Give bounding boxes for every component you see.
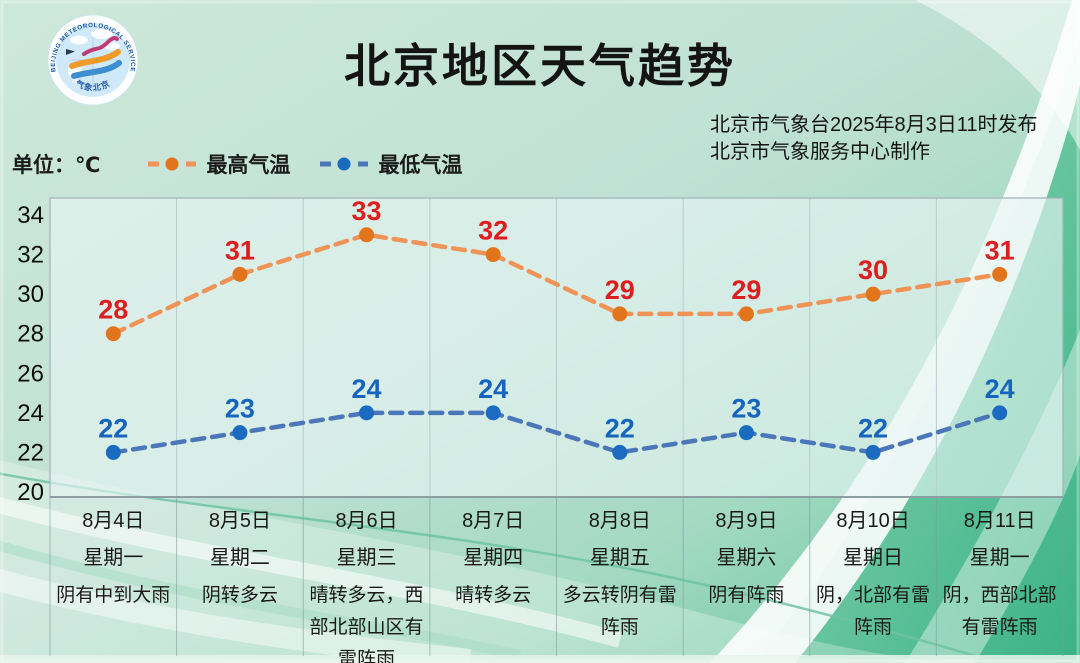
low-temp-point [105, 444, 121, 460]
weekday-label: 星期六 [716, 547, 777, 569]
weekday-label: 星期四 [463, 547, 524, 569]
high-temp-value: 31 [225, 235, 255, 265]
weekday-label: 星期一 [83, 547, 144, 569]
low-temp-point [865, 444, 881, 460]
met-service-logo: BEIJING METEOROLOGICAL SERVICE 气象北京 [47, 14, 139, 106]
date-label: 8月11日 [963, 510, 1036, 532]
weekday-label: 星期二 [209, 547, 270, 569]
high-temp-value: 31 [985, 235, 1015, 265]
day-column: 8月10日星期日阴，北部有雷阵雨 [810, 500, 937, 656]
high-temp-point [232, 266, 248, 282]
weather-label: 阴转多云 [201, 585, 278, 606]
low-temp-point [612, 444, 628, 460]
low-temp-point [992, 405, 1008, 421]
date-label: 8月5日 [208, 510, 272, 532]
y-tick-label: 32 [17, 242, 44, 269]
low-temp-value: 24 [478, 374, 508, 404]
low-temp-value: 24 [352, 374, 382, 404]
day-column: 8月5日星期二阴转多云 [177, 500, 304, 656]
high-temp-value: 33 [352, 196, 382, 226]
cloud-icon [70, 35, 88, 45]
high-temp-legend-label: 最高气温 [206, 154, 291, 177]
high-temp-line [111, 232, 1002, 336]
y-tick-label: 20 [17, 479, 44, 506]
y-tick-label: 22 [17, 439, 44, 466]
day-column: 8月11日星期一阴，西部北部有雷阵雨 [936, 500, 1063, 656]
low-temp-line [111, 410, 1002, 455]
high-temp-value: 30 [858, 255, 888, 285]
day-column: 8月6日星期三晴转多云，西部北部山区有雷阵雨 [303, 500, 430, 663]
low-temp-value: 23 [731, 394, 761, 424]
publish-info: 北京市气象台2025年8月3日11时发布 北京市气象服务中心制作 [710, 112, 1038, 166]
high-temp-point [738, 306, 754, 322]
ribbon-red [82, 36, 119, 56]
weekday-label: 星期日 [843, 547, 904, 569]
weekday-label: 星期三 [336, 547, 397, 569]
legend-item-low: 最低气温 [318, 149, 462, 179]
cloud-icon [91, 29, 113, 39]
y-tick-label: 26 [17, 360, 44, 387]
low-temp-value: 23 [225, 394, 255, 424]
weather-label: 多云转阴有雷阵雨 [562, 585, 677, 638]
produced-by-line: 北京市气象服务中心制作 [710, 141, 930, 163]
weekday-label: 星期五 [589, 547, 650, 569]
weather-balloon-icon [72, 77, 78, 83]
weather-label: 阴，北部有雷阵雨 [816, 585, 931, 638]
date-label: 8月6日 [335, 510, 398, 532]
weekday-label: 星期一 [969, 547, 1030, 569]
y-tick-label: 28 [17, 321, 44, 348]
ribbon-blue [71, 60, 122, 79]
low-temp-value: 22 [858, 413, 888, 443]
y-tick-label: 34 [17, 202, 44, 229]
date-label: 8月4日 [82, 510, 145, 532]
unit-label: 单位：℃ [12, 154, 101, 177]
y-tick-label: 24 [17, 400, 44, 427]
day-column: 8月8日星期五多云转阴有雷阵雨 [557, 500, 684, 656]
high-temp-point [359, 227, 375, 243]
date-label: 8月9日 [715, 510, 778, 532]
low-temp-value: 22 [605, 413, 635, 443]
issued-by-line: 北京市气象台2025年8月3日11时发布 [710, 114, 1038, 136]
high-temp-point [485, 247, 501, 263]
weather-label: 阴有阵雨 [708, 585, 785, 606]
chart-legend: 单位：℃ 最高气温 最低气温 [12, 150, 490, 178]
page-title: 北京地区天气趋势 [344, 40, 736, 92]
wind-arrow-icon [66, 49, 75, 55]
low-temp-point [232, 425, 248, 441]
ribbon-orange [69, 49, 121, 69]
high-temp-point [612, 306, 628, 322]
legend-item-high: 最高气温 [146, 149, 290, 179]
high-temp-point [992, 266, 1008, 282]
weather-label: 晴转多云，西部北部山区有雷阵雨 [309, 585, 424, 663]
high-temp-point [105, 326, 121, 342]
logo-chinese-text: 气象北京 [73, 78, 111, 93]
high-temp-value: 29 [731, 275, 761, 305]
high-temp-value: 32 [478, 216, 508, 246]
date-label: 8月7日 [462, 510, 525, 532]
day-column: 8月9日星期六阴有阵雨 [683, 500, 810, 656]
weather-label: 晴转多云 [455, 585, 532, 606]
day-column: 8月4日星期一阴有中到大雨 [50, 500, 177, 656]
low-temp-value: 24 [985, 374, 1015, 404]
high-temp-value: 29 [605, 275, 635, 305]
weather-label: 阴，西部北部有雷阵雨 [942, 585, 1057, 638]
svg-text:气象北京: 气象北京 [73, 78, 112, 93]
high-temp-value: 28 [98, 295, 128, 325]
high-temp-legend-swatch [148, 157, 197, 171]
date-label: 8月10日 [836, 510, 910, 532]
low-temp-point [485, 405, 501, 421]
y-tick-label: 30 [17, 281, 44, 308]
low-temp-value: 22 [98, 413, 128, 443]
day-column: 8月7日星期四晴转多云 [430, 500, 557, 656]
weather-label: 阴有中到大雨 [56, 585, 171, 606]
low-temp-legend-label: 最低气温 [378, 154, 463, 177]
date-label: 8月8日 [588, 510, 651, 532]
low-temp-point [738, 425, 754, 441]
high-temp-point [865, 286, 881, 302]
low-temp-point [359, 405, 375, 421]
low-temp-legend-swatch [320, 157, 369, 171]
